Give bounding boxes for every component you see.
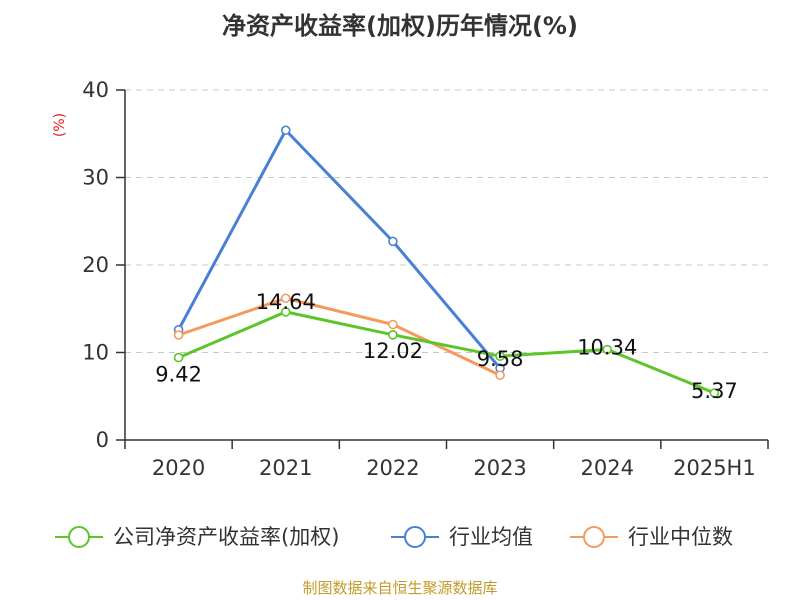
x-tick-label: 2025H1 — [673, 456, 756, 480]
y-tick-label: 30 — [82, 166, 109, 190]
data-point — [173, 352, 184, 363]
data-point — [495, 351, 505, 361]
data-point — [173, 330, 184, 340]
legend-label: 行业中位数 — [628, 525, 733, 549]
data-point — [280, 293, 291, 304]
x-tick-label: 2020 — [152, 456, 205, 480]
data-label: 9.58 — [477, 347, 524, 371]
series-line — [177, 310, 715, 395]
legend-marker — [583, 526, 605, 548]
data-label: 14.64 — [256, 290, 316, 314]
x-tick-label: 2022 — [366, 456, 419, 480]
x-tick-label: 2024 — [581, 456, 634, 480]
x-tick-label: 2021 — [259, 456, 312, 480]
data-label: 5.37 — [691, 379, 738, 403]
data-point — [388, 319, 398, 330]
y-tick-label: 40 — [82, 78, 109, 102]
data-point — [602, 344, 613, 355]
y-tick-label: 0 — [96, 428, 109, 452]
series-line — [177, 128, 502, 370]
source-note: 制图数据来自恒生聚源数据库 — [302, 579, 498, 597]
legend-marker — [404, 526, 426, 548]
x-tick-label: 2023 — [473, 456, 526, 480]
y-tick-label: 20 — [82, 253, 109, 277]
legend-label: 公司净资产收益率(加权) — [113, 525, 339, 549]
data-point — [388, 236, 398, 247]
data-point — [388, 330, 398, 340]
data-point — [495, 370, 505, 381]
data-label: 9.42 — [155, 363, 202, 387]
chart-title: 净资产收益率(加权)历年情况(%) — [222, 12, 578, 40]
y-tick-label: 10 — [82, 341, 109, 365]
data-point — [709, 388, 720, 398]
data-point — [280, 307, 291, 317]
series-line — [178, 296, 501, 377]
data-label: 10.34 — [577, 336, 637, 360]
y-axis-label: (%) — [52, 113, 68, 137]
legend-marker — [68, 526, 90, 548]
legend-label: 行业均值 — [449, 525, 533, 549]
data-label: 12.02 — [363, 339, 423, 363]
data-point — [280, 125, 291, 136]
